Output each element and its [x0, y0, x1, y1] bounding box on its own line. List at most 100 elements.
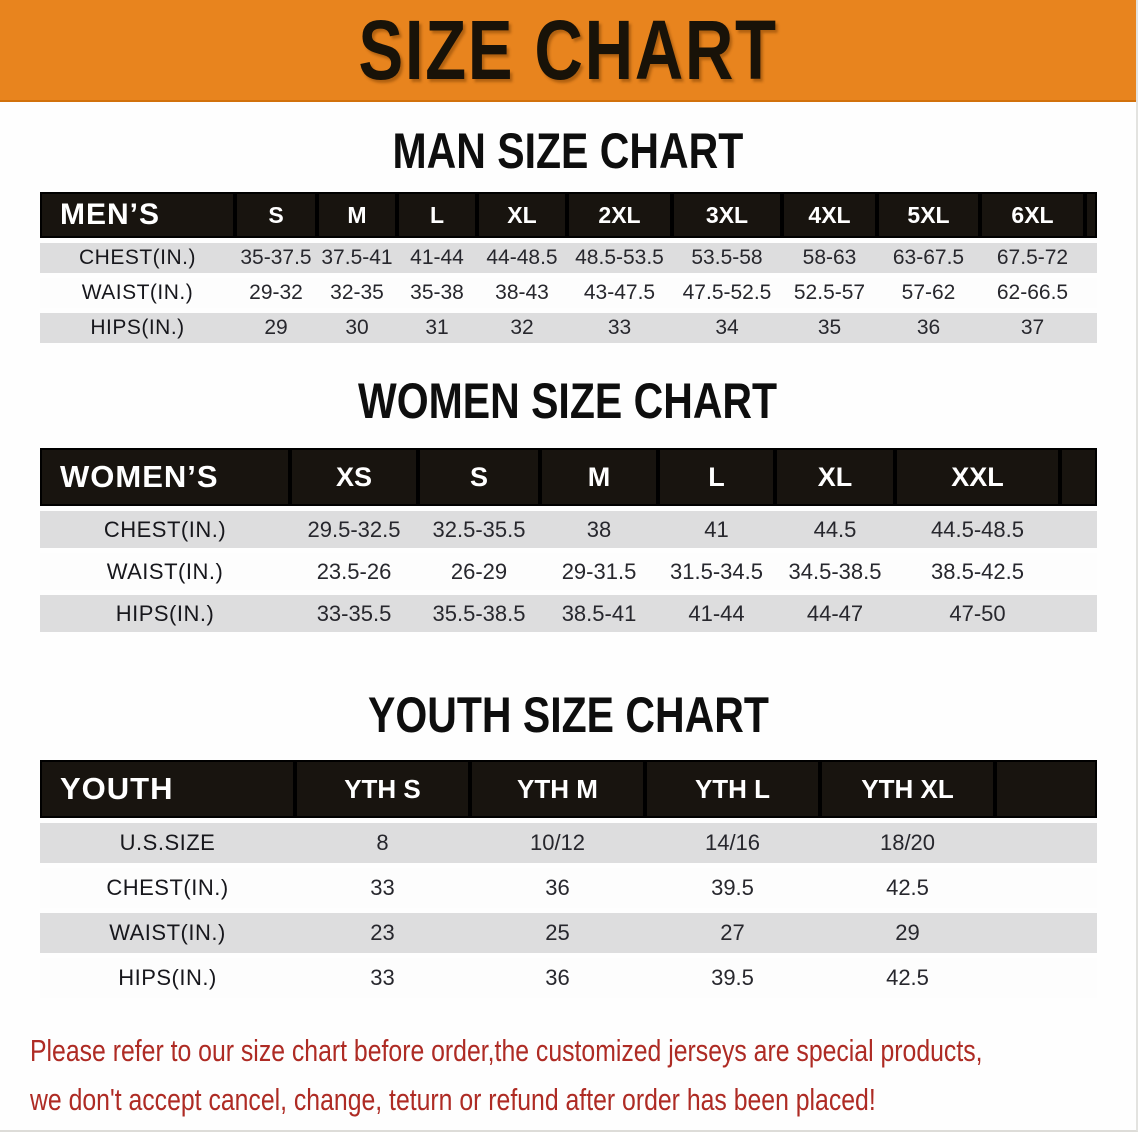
row-filler	[1060, 595, 1097, 632]
size-value: 41-44	[397, 243, 477, 273]
row-filler	[995, 913, 1097, 953]
size-value: 48.5-53.5	[567, 243, 672, 273]
size-value: 29-32	[235, 278, 317, 308]
column-header-m: M	[540, 448, 658, 506]
size-value: 18/20	[820, 823, 995, 863]
size-value: 38	[540, 511, 658, 548]
size-value: 37	[980, 313, 1085, 343]
column-header-6xl: 6XL	[980, 192, 1085, 238]
size-value: 58-63	[782, 243, 877, 273]
size-value: 14/16	[645, 823, 820, 863]
women-section-heading: WOMEN SIZE CHART	[0, 373, 1136, 429]
row-filler	[1085, 278, 1097, 308]
women-header-row: WOMEN’S XS S M L XL XXL	[40, 448, 1097, 506]
size-value: 29	[820, 913, 995, 953]
men-row-chest-in-: CHEST(IN.) 35-37.5 37.5-41 41-44 44-48.5 48.5…	[40, 243, 1097, 273]
youth-section-heading: YOUTH SIZE CHART	[0, 687, 1136, 743]
size-value: 36	[877, 313, 980, 343]
size-value: 32.5-35.5	[418, 511, 540, 548]
row-label: WAIST(IN.)	[40, 913, 295, 953]
women-size-table: WOMEN’S XS S M L XL XXL CHEST(IN.) 29.5-32.5 32.…	[40, 443, 1097, 637]
header-filler	[1060, 448, 1097, 506]
column-header-s: S	[235, 192, 317, 238]
column-header-5xl: 5XL	[877, 192, 980, 238]
column-header-l: L	[397, 192, 477, 238]
size-value: 47.5-52.5	[672, 278, 782, 308]
men-table-title: MEN’S	[40, 192, 235, 238]
column-header-m: M	[317, 192, 397, 238]
column-header-xxl: XXL	[895, 448, 1060, 506]
size-value: 44-47	[775, 595, 895, 632]
size-value: 44-48.5	[477, 243, 567, 273]
size-value: 52.5-57	[782, 278, 877, 308]
size-value: 57-62	[877, 278, 980, 308]
men-heading-text: MAN SIZE CHART	[392, 123, 744, 179]
page-title: SIZE CHART	[358, 2, 778, 97]
size-value: 29	[235, 313, 317, 343]
column-header-4xl: 4XL	[782, 192, 877, 238]
size-value: 67.5-72	[980, 243, 1085, 273]
size-value: 32	[477, 313, 567, 343]
women-table-title: WOMEN’S	[40, 448, 290, 506]
women-row-hips-in-: HIPS(IN.) 33-35.5 35.5-38.5 38.5-41 41-44 44-…	[40, 595, 1097, 632]
size-value: 38.5-42.5	[895, 553, 1060, 590]
row-filler	[1060, 511, 1097, 548]
row-filler	[1085, 243, 1097, 273]
women-row-waist-in-: WAIST(IN.) 23.5-26 26-29 29-31.5 31.5-34.5 34…	[40, 553, 1097, 590]
size-value: 33-35.5	[290, 595, 418, 632]
youth-header-row: YOUTH YTH S YTH M YTH L YTH XL	[40, 760, 1097, 818]
header-filler	[1085, 192, 1097, 238]
row-label: WAIST(IN.)	[40, 553, 290, 590]
size-value: 10/12	[470, 823, 645, 863]
men-row-waist-in-: WAIST(IN.) 29-32 32-35 35-38 38-43 43-47.5 47.…	[40, 278, 1097, 308]
title-banner: SIZE CHART	[0, 0, 1136, 102]
column-header-xs: XS	[290, 448, 418, 506]
size-value: 35	[782, 313, 877, 343]
size-value: 35-38	[397, 278, 477, 308]
size-value: 39.5	[645, 868, 820, 908]
row-filler	[995, 868, 1097, 908]
size-value: 35-37.5	[235, 243, 317, 273]
row-label: CHEST(IN.)	[40, 511, 290, 548]
row-label: HIPS(IN.)	[40, 595, 290, 632]
size-value: 36	[470, 868, 645, 908]
row-label: CHEST(IN.)	[40, 243, 235, 273]
size-value: 44.5	[775, 511, 895, 548]
size-value: 38.5-41	[540, 595, 658, 632]
size-value: 35.5-38.5	[418, 595, 540, 632]
men-size-table: MEN’S S M L XL 2XL 3XL 4XL 5XL 6XL CHEST(IN.) 35-3…	[40, 187, 1097, 348]
youth-row-hips-in-: HIPS(IN.) 33 36 39.5 42.5	[40, 958, 1097, 998]
size-value: 29-31.5	[540, 553, 658, 590]
size-value: 41-44	[658, 595, 775, 632]
women-heading-text: WOMEN SIZE CHART	[358, 373, 778, 429]
size-value: 41	[658, 511, 775, 548]
column-header-yth-s: YTH S	[295, 760, 470, 818]
size-value: 39.5	[645, 958, 820, 998]
men-header-row: MEN’S S M L XL 2XL 3XL 4XL 5XL 6XL	[40, 192, 1097, 238]
row-filler	[995, 958, 1097, 998]
column-header-yth-l: YTH L	[645, 760, 820, 818]
size-value: 47-50	[895, 595, 1060, 632]
size-value: 33	[295, 958, 470, 998]
size-value: 44.5-48.5	[895, 511, 1060, 548]
youth-size-table: YOUTH YTH S YTH M YTH L YTH XL U.S.SIZE 8 10/1…	[40, 755, 1097, 1003]
youth-row-chest-in-: CHEST(IN.) 33 36 39.5 42.5	[40, 868, 1097, 908]
women-row-chest-in-: CHEST(IN.) 29.5-32.5 32.5-35.5 38 41 44.5 44.5…	[40, 511, 1097, 548]
size-value: 31.5-34.5	[658, 553, 775, 590]
row-label: HIPS(IN.)	[40, 313, 235, 343]
youth-row-waist-in-: WAIST(IN.) 23 25 27 29	[40, 913, 1097, 953]
header-filler	[995, 760, 1097, 818]
size-value: 26-29	[418, 553, 540, 590]
size-value: 27	[645, 913, 820, 953]
column-header-xl: XL	[775, 448, 895, 506]
size-value: 34	[672, 313, 782, 343]
row-label: U.S.SIZE	[40, 823, 295, 863]
column-header-2xl: 2XL	[567, 192, 672, 238]
row-label: WAIST(IN.)	[40, 278, 235, 308]
size-value: 33	[567, 313, 672, 343]
size-value: 29.5-32.5	[290, 511, 418, 548]
size-value: 62-66.5	[980, 278, 1085, 308]
youth-heading-text: YOUTH SIZE CHART	[367, 687, 769, 743]
size-value: 23.5-26	[290, 553, 418, 590]
